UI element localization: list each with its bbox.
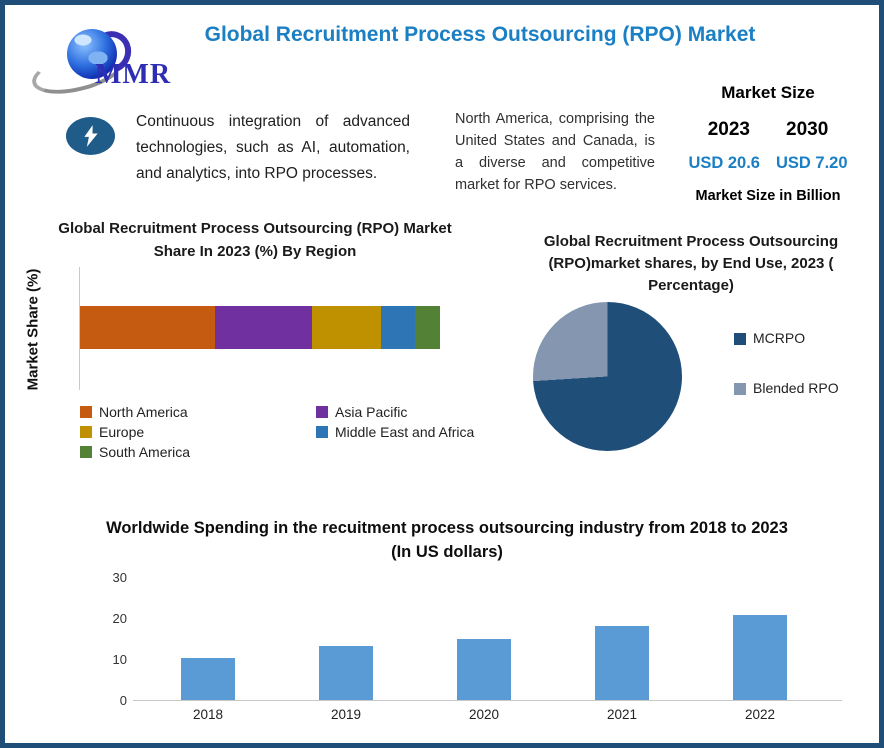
region-chart-ylabel: Market Share (%) xyxy=(24,268,42,390)
legend-swatch xyxy=(316,426,328,438)
bar-2022 xyxy=(733,615,787,700)
year-end: 2030 xyxy=(786,119,829,140)
bar-2021 xyxy=(595,626,649,700)
bar-slot xyxy=(139,657,277,700)
value-start: USD 20.6 xyxy=(688,154,760,172)
spending-xlabels: 2018 2019 2020 2021 2022 xyxy=(139,707,829,722)
spending-chart-plot xyxy=(133,578,842,701)
market-size-values: USD 20.6 USD 7.20 xyxy=(663,154,873,173)
y-tick-0: 0 xyxy=(119,693,127,708)
legend-swatch xyxy=(80,426,92,438)
legend-swatch xyxy=(316,406,328,418)
spending-yticks: 0 10 20 30 xyxy=(93,570,127,709)
x-label-2019: 2019 xyxy=(330,707,362,722)
legend-item-mcrpo: MCRPO xyxy=(734,330,839,346)
bar-2019 xyxy=(319,645,373,700)
tech-note: Continuous integration of advanced techn… xyxy=(136,112,410,182)
y-tick-30: 30 xyxy=(112,570,127,585)
legend-label: Asia Pacific xyxy=(335,404,408,420)
legend-item-south-america: South America xyxy=(80,444,316,460)
year-start: 2023 xyxy=(707,119,750,140)
enduse-chart-title: Global Recruitment Process Outsourcing (… xyxy=(543,233,839,294)
x-label-2020: 2020 xyxy=(468,707,500,722)
market-size-panel: Market Size 2023 2030 USD 20.6 USD 7.20 … xyxy=(663,83,873,204)
north-america-note: North America, comprising the United Sta… xyxy=(455,110,655,193)
legend-label: Blended RPO xyxy=(753,380,839,396)
bar-segment-north-america xyxy=(80,306,215,349)
y-tick-10: 10 xyxy=(112,652,127,667)
enduse-legend: MCRPO Blended RPO xyxy=(734,330,839,430)
y-tick-20: 20 xyxy=(112,611,127,626)
spending-bars xyxy=(139,578,829,700)
bar-slot xyxy=(553,626,691,700)
bar-slot xyxy=(691,615,829,700)
logo-text: MMR xyxy=(95,59,172,90)
lightning-icon xyxy=(66,117,115,155)
bar-segment-asia-pacific xyxy=(215,306,313,349)
bar-segment-europe xyxy=(312,306,381,349)
spending-chart-title: Worldwide Spending in the recuitment pro… xyxy=(106,519,788,561)
legend-item-europe: Europe xyxy=(80,424,316,440)
market-size-years: 2023 2030 xyxy=(663,119,873,141)
x-label-2021: 2021 xyxy=(606,707,638,722)
bar-slot xyxy=(277,645,415,700)
legend-label: Europe xyxy=(99,424,145,440)
page-title: Global Recruitment Process Outsourcing (… xyxy=(204,23,756,46)
value-end: USD 7.20 xyxy=(776,154,848,172)
globe-icon xyxy=(67,29,117,79)
region-chart-title: Global Recruitment Process Outsourcing (… xyxy=(58,220,452,260)
x-label-2018: 2018 xyxy=(192,707,224,722)
bar-2018 xyxy=(181,657,235,700)
legend-swatch xyxy=(734,333,746,345)
region-chart-plot xyxy=(79,267,440,390)
region-legend: North America Asia Pacific Europe Middle Ea… xyxy=(80,404,485,460)
legend-item-middle-east-and-africa: Middle East and Africa xyxy=(316,424,485,440)
legend-label: Middle East and Africa xyxy=(335,424,475,440)
legend-label: South America xyxy=(99,444,191,460)
bar-2020 xyxy=(457,638,511,700)
legend-label: North America xyxy=(99,404,188,420)
market-size-title: Market Size xyxy=(721,83,815,102)
enduse-pie xyxy=(533,302,682,451)
legend-item-asia-pacific: Asia Pacific xyxy=(316,404,485,420)
market-size-unit: Market Size in Billion xyxy=(695,188,841,204)
region-stacked-bar xyxy=(80,306,440,349)
legend-swatch xyxy=(80,406,92,418)
x-label-2022: 2022 xyxy=(744,707,776,722)
bar-slot xyxy=(415,638,553,700)
bar-segment-south-america xyxy=(414,306,440,349)
lightning-bolt-glyph xyxy=(83,125,98,147)
legend-label: MCRPO xyxy=(753,330,806,346)
mmr-logo: MMR xyxy=(27,19,170,107)
legend-item-blended-rpo: Blended RPO xyxy=(734,380,839,396)
bar-segment-middle-east-and-africa xyxy=(380,306,415,349)
legend-item-north-america: North America xyxy=(80,404,316,420)
legend-swatch xyxy=(734,383,746,395)
legend-swatch xyxy=(80,446,92,458)
